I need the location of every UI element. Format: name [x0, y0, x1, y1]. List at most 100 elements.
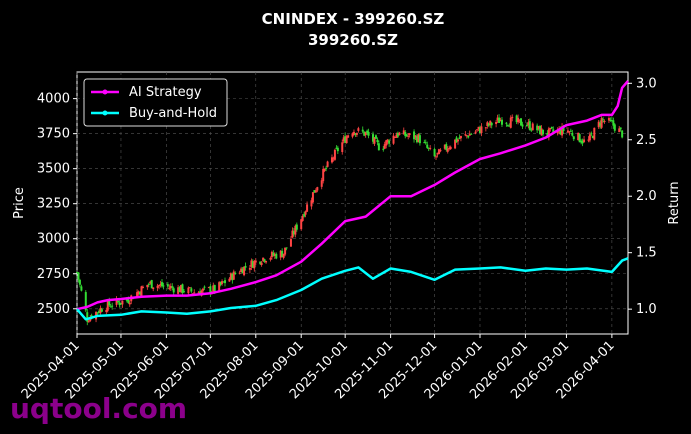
- candle-body: [169, 286, 172, 289]
- candle-body: [602, 119, 605, 121]
- candle-body: [621, 130, 624, 138]
- y-left-tick-label: 3250: [37, 197, 70, 212]
- y-left-tick-label: 3750: [37, 127, 70, 142]
- candle-body: [396, 132, 399, 137]
- candle-body: [517, 117, 520, 123]
- candle-body: [301, 215, 304, 221]
- candle-body: [366, 130, 369, 133]
- candle-body: [333, 149, 336, 160]
- candle-body: [474, 131, 477, 134]
- candle-body: [464, 134, 467, 136]
- candle-body: [599, 123, 602, 126]
- candle-body: [489, 120, 492, 126]
- candle-body: [468, 133, 471, 136]
- candle-body: [128, 302, 131, 305]
- candle-body: [197, 292, 200, 294]
- candle-body: [581, 140, 584, 144]
- candle-body: [415, 136, 418, 143]
- candle-body: [224, 280, 227, 284]
- y-axis-right-label: Return: [667, 181, 682, 224]
- candle-body: [568, 131, 571, 133]
- y-left-tick-label: 2750: [37, 267, 70, 282]
- candle-body: [188, 287, 191, 289]
- candle-body: [300, 219, 303, 230]
- candle-body: [539, 125, 542, 135]
- candle-body: [347, 135, 350, 138]
- candle-body: [243, 266, 246, 276]
- candle-body: [559, 129, 562, 135]
- candle-body: [552, 129, 555, 133]
- candle-body: [262, 257, 265, 261]
- line-ai-strategy: [76, 80, 629, 311]
- candle-body: [149, 281, 152, 284]
- candle-body: [221, 281, 224, 284]
- candle-body: [172, 288, 175, 293]
- candle-body: [618, 128, 621, 133]
- candle-body: [426, 144, 429, 148]
- candle-body: [355, 132, 358, 135]
- candle-body: [207, 287, 210, 289]
- candle-body: [311, 192, 314, 203]
- candle-body: [520, 118, 523, 126]
- y-left-tick-label: 2500: [37, 302, 70, 317]
- candle-body: [272, 252, 275, 256]
- candle-body: [336, 147, 339, 152]
- candlesticks: [76, 114, 624, 326]
- candle-body: [382, 148, 385, 150]
- candle-body: [106, 300, 109, 311]
- candle-body: [393, 136, 396, 138]
- candle-body: [158, 285, 161, 287]
- candle-body: [477, 126, 480, 129]
- candle-body: [613, 124, 616, 131]
- candle-body: [518, 119, 521, 121]
- candle-body: [190, 288, 193, 292]
- candle-body: [294, 225, 297, 235]
- candle-body: [486, 122, 489, 126]
- candle-body: [292, 231, 295, 235]
- candle-body: [279, 250, 282, 258]
- candle-body: [511, 116, 514, 119]
- candle-body: [593, 127, 596, 140]
- legend-marker-buy-and-hold: [102, 110, 108, 116]
- candle-body: [310, 200, 313, 207]
- candle-body: [253, 261, 256, 269]
- candle-body: [354, 133, 357, 135]
- candle-body: [139, 292, 142, 295]
- candle-body: [275, 253, 278, 259]
- legend-box: [83, 78, 228, 127]
- candle-body: [566, 130, 569, 133]
- candle-body: [141, 286, 144, 289]
- candle-body: [146, 284, 149, 288]
- candle-body: [219, 281, 222, 285]
- candle-body: [457, 139, 460, 142]
- candle-body: [86, 312, 89, 322]
- candle-body: [332, 157, 335, 159]
- candle-body: [470, 133, 473, 135]
- candle-body: [260, 262, 263, 265]
- candle-body: [392, 135, 395, 144]
- candle-body: [424, 142, 427, 144]
- candle-body: [84, 292, 87, 311]
- candle-body: [478, 127, 481, 133]
- legend: AI Strategy Buy-and-Hold: [83, 78, 228, 127]
- candle-body: [87, 321, 90, 323]
- candle-body: [537, 126, 540, 129]
- candle-body: [115, 298, 118, 305]
- candle-body: [591, 135, 594, 139]
- candle-body: [193, 292, 196, 294]
- watermark: uqtool.com: [10, 392, 187, 425]
- candle-body: [240, 268, 243, 273]
- candle-body: [373, 137, 376, 144]
- candle-body: [580, 140, 583, 143]
- candle-body: [162, 285, 165, 287]
- chart-subtitle: 399260.SZ: [308, 31, 398, 49]
- candle-body: [159, 284, 162, 286]
- candle-body: [476, 129, 479, 131]
- candle-body: [550, 126, 553, 129]
- candle-body: [443, 144, 446, 149]
- candle-body: [80, 286, 83, 291]
- candle-body: [241, 268, 244, 274]
- candle-body: [445, 144, 448, 150]
- candle-body: [325, 167, 328, 169]
- candle-body: [528, 121, 531, 130]
